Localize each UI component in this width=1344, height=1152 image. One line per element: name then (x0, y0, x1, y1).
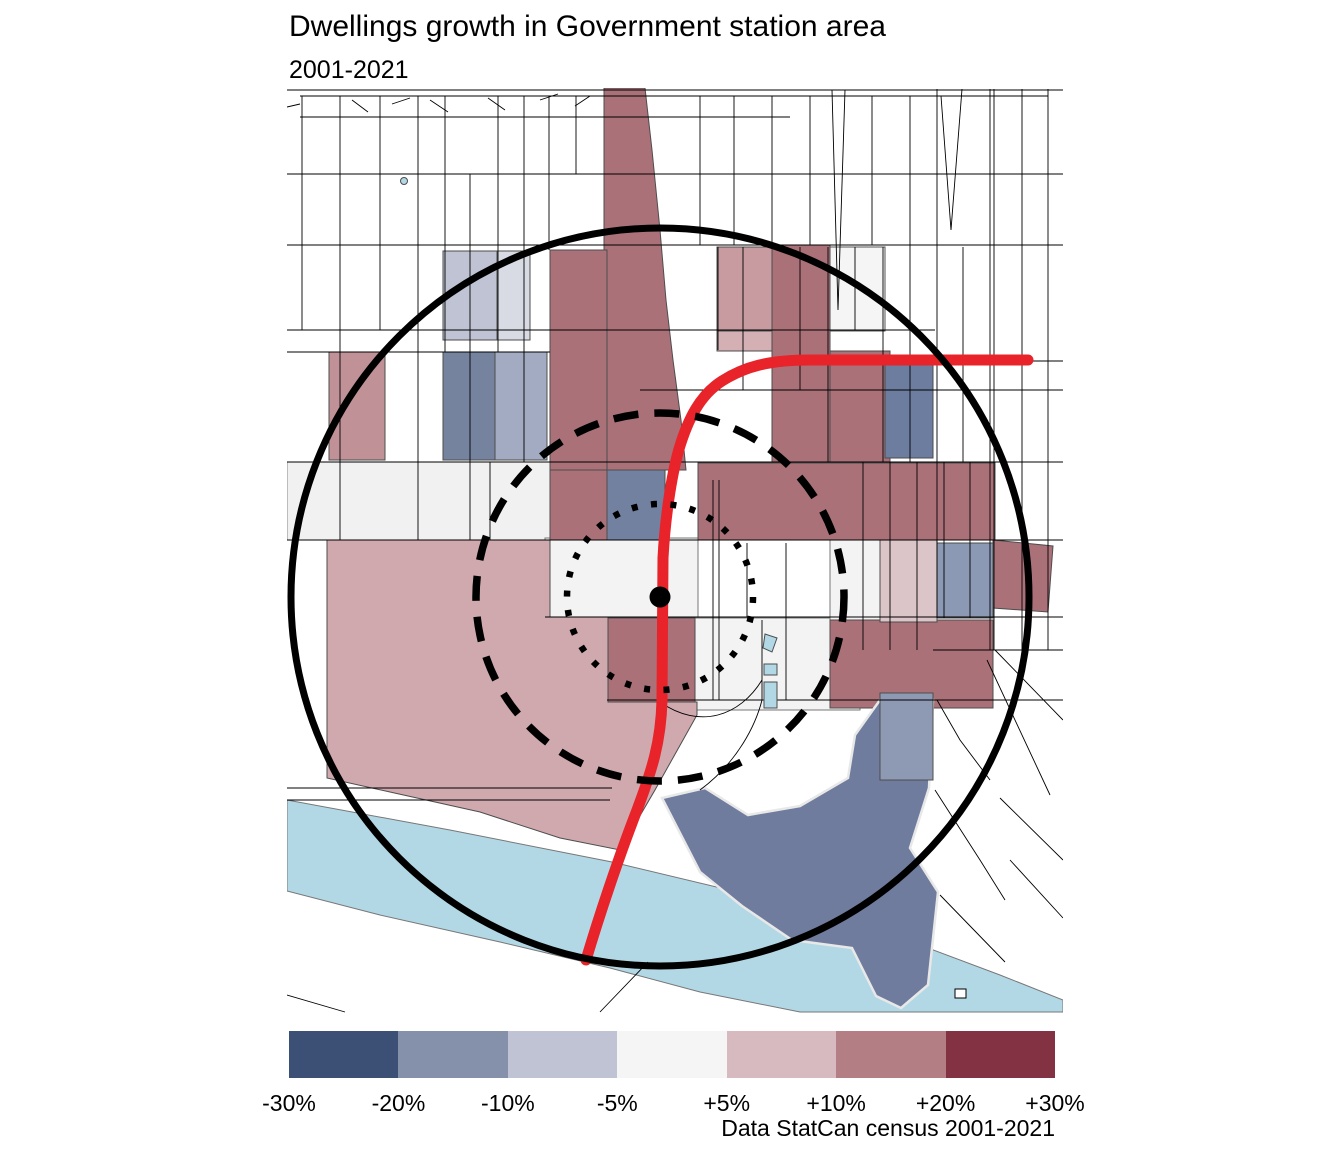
legend-label: +10% (806, 1090, 866, 1116)
legend-label: +30% (1025, 1090, 1085, 1116)
walkshed-ring-solid (287, 224, 1033, 970)
legend-labels: -30% -20% -10% -5% +5% +10% +20% +30% (262, 1090, 1085, 1118)
page-title: Dwellings growth in Government station a… (289, 10, 886, 43)
walkshed-ring-dotted (563, 500, 757, 694)
legend-label: +5% (703, 1090, 751, 1116)
legend-swatch (726, 1031, 837, 1078)
legend-swatch (289, 1031, 399, 1078)
legend-swatch (507, 1031, 618, 1078)
walkshed-ring-dashed (472, 409, 848, 785)
legend-label: -5% (596, 1090, 638, 1116)
station-dot (649, 586, 671, 608)
legend-swatch (836, 1031, 946, 1078)
legend-swatches (289, 1031, 1055, 1078)
legend-label: -10% (480, 1090, 535, 1116)
data-source-caption: Data StatCan census 2001-2021 (721, 1115, 1055, 1141)
region-minus10-band (879, 692, 934, 781)
legend-swatch (945, 1031, 1055, 1078)
legend-label: -30% (262, 1090, 316, 1116)
legend-swatch (617, 1031, 727, 1078)
transit-line (586, 360, 1028, 960)
legend-label: +20% (915, 1090, 976, 1116)
ponds (400, 177, 967, 999)
legend-label: -20% (371, 1090, 426, 1116)
legend-swatch (398, 1031, 508, 1078)
page-subtitle: 2001-2021 (289, 56, 409, 84)
